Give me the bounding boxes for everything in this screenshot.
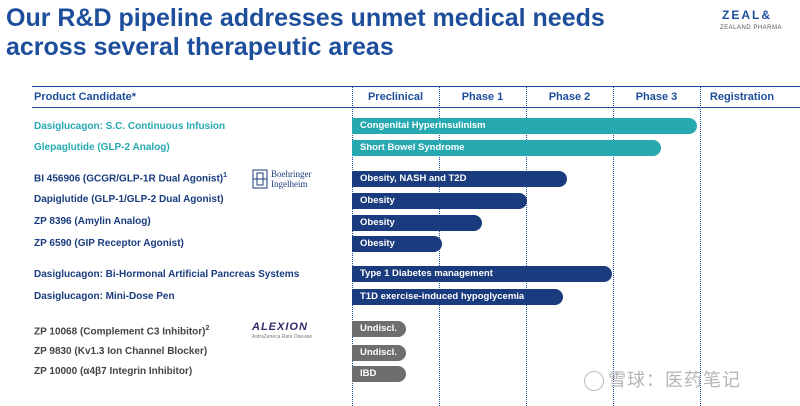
stage-bar: T1D exercise-induced hypoglycemia	[352, 289, 563, 305]
category-rare-line-2: diseases	[16, 116, 27, 160]
stage-bar: Obesity	[352, 236, 442, 252]
header-top-rule	[32, 86, 800, 87]
product-name: ZP 10068 (Complement C3 Inhibitor)2	[34, 325, 209, 337]
product-name-text: ZP 10068 (Complement C3 Inhibitor)	[34, 326, 206, 338]
header-phase-3: Phase 3	[635, 91, 678, 103]
zealand-logo: ZEAL& ZEALAND PHARMA	[714, 8, 790, 38]
zealand-logo-sub: ZEALAND PHARMA	[720, 25, 783, 31]
header-phase-2: Phase 2	[548, 91, 591, 103]
boehringer-line-1: Boehringer	[271, 169, 312, 179]
category-obesity: Obesity	[5, 169, 27, 255]
header-phase-1: Phase 1	[461, 91, 504, 103]
category-t1d-line-1: Type 1	[5, 270, 16, 302]
header-registration: Registration	[709, 91, 775, 103]
stage-bar: Type 1 Diabetes management	[352, 266, 612, 282]
column-divider	[613, 86, 615, 406]
product-name: Dasiglucagon: S.C. Continuous Infusion	[34, 121, 226, 132]
stage-bar: Obesity	[352, 215, 482, 231]
category-obesity-label: Obesity	[10, 193, 22, 231]
product-name: ZP 9830 (Kv1.3 Ion Channel Blocker)	[34, 346, 208, 357]
header-preclinical: Preclinical	[367, 91, 424, 103]
product-name: Dasiglucagon: Mini-Dose Pen	[34, 291, 175, 302]
stage-bar: Short Bowel Syndrome	[352, 140, 661, 156]
category-rare-diseases: Rare diseases	[5, 113, 27, 163]
product-name: ZP 8396 (Amylin Analog)	[34, 216, 151, 227]
boehringer-icon	[252, 169, 268, 189]
product-name: Glepaglutide (GLP-2 Analog)	[34, 142, 170, 153]
watermark-icon	[584, 371, 604, 392]
watermark: 雪球：医药笔记	[584, 366, 741, 392]
product-name: Dasiglucagon: Bi-Hormonal Artificial Pan…	[34, 269, 300, 280]
footnote-marker: 2	[205, 325, 210, 332]
stage-bar: Obesity, NASH and T2D	[352, 171, 567, 187]
category-inflammation-label: Inflammation	[10, 320, 22, 383]
category-t1d-line-2: diabetes	[16, 265, 27, 307]
category-type-1-diabetes: Type 1 diabetes	[5, 262, 27, 310]
title-line-1: Our R&D pipeline addresses unmet medical…	[6, 4, 605, 32]
boehringer-line-2: Ingelheim	[271, 179, 308, 189]
boehringer-ingelheim-logo: Boehringer Ingelheim	[252, 168, 322, 190]
stage-bar: Congenital Hyperinsulinism	[352, 118, 697, 134]
stage-bar: Undiscl.	[352, 321, 406, 337]
category-rare-line-1: Rare	[5, 126, 16, 150]
stage-bar: Obesity	[352, 193, 527, 209]
product-name-text: BI 456906 (GCGR/GLP-1R Dual Agonist)	[34, 173, 224, 185]
column-divider	[700, 86, 702, 406]
alexion-logo: ALEXION AstraZeneca Rare Disease	[252, 321, 322, 341]
alexion-name: ALEXION	[252, 321, 308, 333]
product-name: Dapiglutide (GLP-1/GLP-2 Dual Agonist)	[34, 194, 224, 205]
header-product: Product Candidate*	[34, 91, 137, 103]
footnote-marker: 1	[223, 172, 228, 179]
stage-bar: Undiscl.	[352, 345, 406, 361]
title-line-2: across several therapeutic areas	[6, 33, 394, 61]
category-inflammation: Inflammation	[5, 318, 27, 385]
stage-bar: IBD	[352, 366, 406, 382]
header-bottom-rule	[32, 107, 800, 108]
alexion-sub: AstraZeneca Rare Disease	[252, 334, 313, 340]
product-name: ZP 10000 (α4β7 Integrin Inhibitor)	[34, 366, 193, 377]
zealand-logo-mark: ZEAL&	[722, 8, 772, 22]
product-name: BI 456906 (GCGR/GLP-1R Dual Agonist)1	[34, 172, 227, 184]
watermark-text: 雪球：医药笔记	[608, 370, 741, 390]
column-divider	[526, 86, 528, 406]
product-name: ZP 6590 (GIP Receptor Agonist)	[34, 238, 184, 249]
page-title: Our R&D pipeline addresses unmet medical…	[6, 4, 706, 62]
